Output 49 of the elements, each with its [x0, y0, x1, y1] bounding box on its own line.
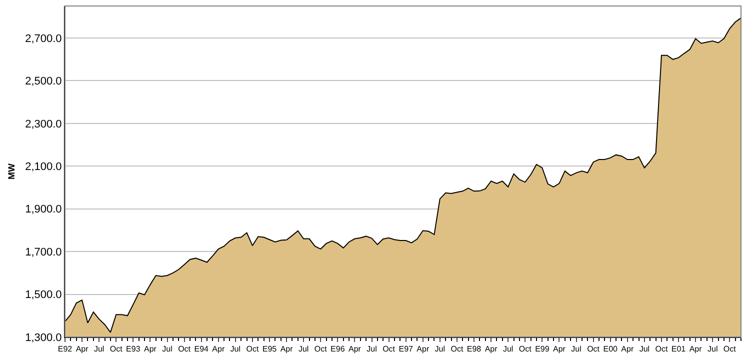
x-tick-label: Apr — [212, 344, 225, 354]
x-tick-label: Jul — [639, 344, 650, 354]
x-tick-label: E00 — [603, 344, 618, 354]
x-tick-label: Oct — [723, 344, 737, 354]
y-tick-label: 2,500.0 — [25, 76, 62, 88]
x-tick-label: Apr — [76, 344, 89, 354]
y-tick-label: 2,700.0 — [25, 32, 62, 45]
x-tick-label: Oct — [450, 344, 464, 354]
y-tick-label: 1,700.0 — [25, 246, 62, 258]
x-tick-label: Oct — [382, 344, 396, 354]
x-tick-label: Jul — [298, 344, 309, 354]
x-tick-label: Oct — [587, 344, 600, 354]
y-tick-label: 1,900.0 — [25, 204, 62, 216]
x-tick-label: E98 — [466, 344, 482, 354]
x-tick-label: E95 — [262, 344, 278, 354]
x-tick-label: Jul — [571, 344, 582, 354]
x-tick-label: Jul — [94, 344, 104, 354]
x-tick-label: E99 — [535, 344, 550, 354]
x-tick-label: Jul — [230, 344, 241, 354]
y-tick-label: 2,100.0 — [25, 161, 62, 174]
x-tick-label: Apr — [416, 344, 430, 354]
x-tick-label: Apr — [552, 344, 566, 354]
x-tick-label: E94 — [194, 344, 210, 354]
x-tick-label: Oct — [246, 344, 260, 354]
x-tick-label: Apr — [689, 344, 702, 354]
x-tick-label: Jul — [366, 344, 378, 354]
x-tick-label: E93 — [126, 344, 141, 354]
x-tick-label: Apr — [621, 344, 634, 354]
x-tick-label: Apr — [484, 344, 498, 354]
x-tick-label: E97 — [398, 344, 414, 354]
y-tick-label: 1,500.0 — [25, 289, 62, 302]
x-tick-label: E01 — [671, 344, 686, 354]
x-tick-label: Apr — [280, 344, 294, 354]
x-tick-label: E92 — [58, 344, 73, 354]
x-tick-label: E96 — [330, 344, 346, 354]
y-axis-title: MW — [6, 163, 16, 180]
x-tick-label: Jul — [502, 344, 514, 354]
x-tick-label: Oct — [518, 344, 532, 354]
x-tick-label: Oct — [110, 344, 124, 354]
x-tick-label: Jul — [162, 344, 173, 354]
x-tick-label: Oct — [178, 344, 192, 354]
x-tick-label: Jul — [434, 344, 446, 354]
x-tick-label: Apr — [348, 344, 362, 354]
x-tick-label: Oct — [655, 344, 668, 354]
x-tick-label: Apr — [144, 344, 157, 354]
x-tick-label: Oct — [314, 344, 328, 354]
x-tick-label: Jul — [707, 344, 718, 354]
y-tick-label: 1,300.0 — [25, 332, 62, 344]
y-tick-label: 2,300.0 — [25, 118, 62, 130]
